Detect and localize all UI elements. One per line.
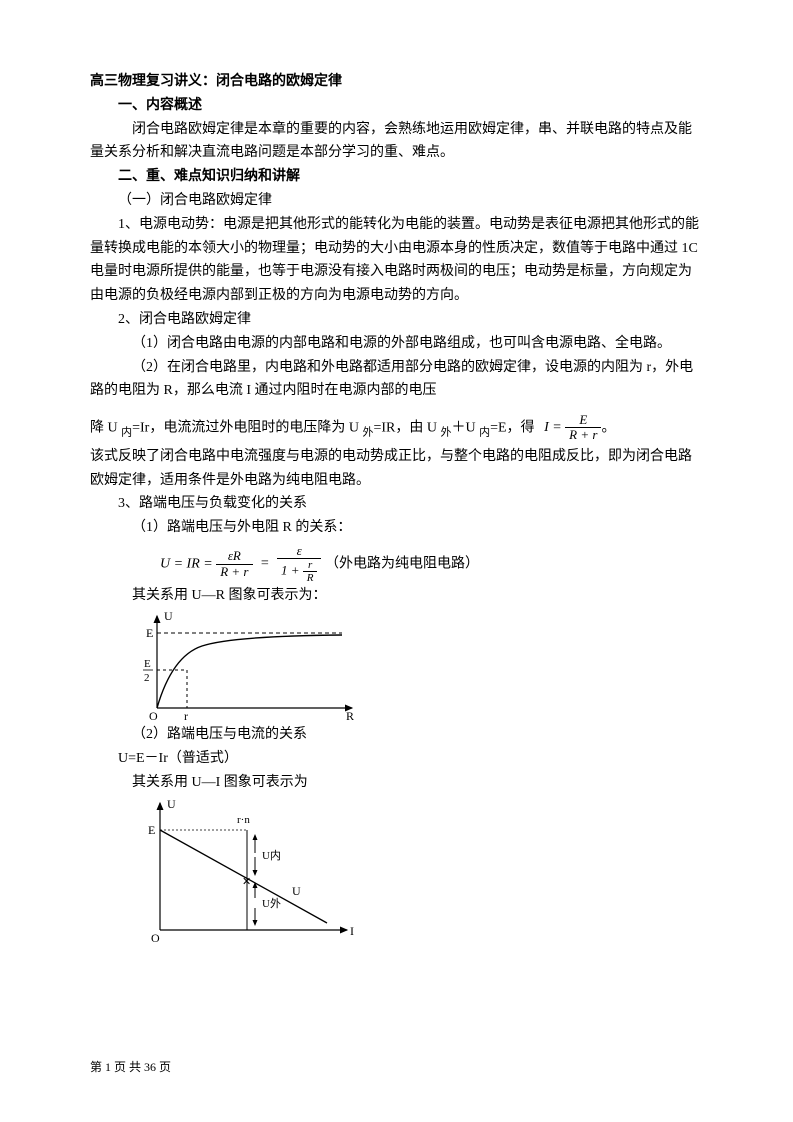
paragraph-law-2b: 降 U 内=Ir，电流流过外电阻时的电压降为 U 外=IR，由 U 外＋U 内=… <box>90 413 703 445</box>
formula-u-row: U = IR = εR R + r = ε 1 + r R （外电路为纯电阻电路… <box>160 544 703 584</box>
mark-x: ✕ <box>242 876 251 888</box>
origin-2: O <box>151 931 160 945</box>
formula-u-lhs: U = IR = <box>160 556 213 571</box>
tick-e2-bot: 2 <box>144 672 150 684</box>
text-seg-b: =Ir，电流流过外电阻时的电压降为 U <box>132 421 362 436</box>
label-rn: r·n <box>237 814 250 826</box>
paragraph-relation-title: 3、路端电压与负载变化的关系 <box>90 492 703 516</box>
footer-e: 页 <box>156 1060 171 1074</box>
paragraph-relation-2: （2）路端电压与电流的关系 <box>90 723 703 747</box>
tick-e: E <box>146 626 153 640</box>
sub-wai-2: 外 <box>440 427 451 439</box>
tick-e-2: E <box>148 823 155 837</box>
text-seg-e: =E，得 <box>490 421 538 436</box>
formula-num: E <box>565 413 601 428</box>
footer-c: 页 共 <box>111 1060 144 1074</box>
formula-u-f2-den-bot: R <box>303 572 318 584</box>
paragraph-law-2: （2）在闭合电路里，内电路和外电路都适用部分电路的欧姆定律，设电源的内阻为 r，… <box>90 356 703 404</box>
x-axis-label-2: I <box>350 924 354 938</box>
paragraph-graph1-intro: 其关系用 U—R 图象可表示为： <box>90 584 703 608</box>
curve-u-r <box>157 635 342 708</box>
paragraph-law-title: 2、闭合电路欧姆定律 <box>90 308 703 332</box>
paragraph-emf: 1、电源电动势：电源是把其他形式的能转化为电能的装置。电动势是表征电源把其他形式… <box>90 213 703 308</box>
page-footer: 第 1 页 共 36 页 <box>90 1057 171 1077</box>
formula-u-f1-num: εR <box>216 549 252 564</box>
text-seg-f: 。 <box>601 421 615 436</box>
graph-u-i-svg: ✕ U I E O r·n U内 U外 U <box>132 795 362 945</box>
sub-nei-2: 内 <box>479 427 490 439</box>
formula-u-f2-num: ε <box>277 544 322 559</box>
paragraph-graph2-intro: 其关系用 U—I 图象可表示为 <box>90 771 703 795</box>
tick-r: r <box>184 709 188 723</box>
paragraph-overview: 闭合电路欧姆定律是本章的重要的内容，会熟练地运用欧姆定律，串、并联电路的特点及能… <box>90 118 703 166</box>
x-axis-label: R <box>346 709 354 723</box>
text-seg-c: =IR，由 U <box>373 421 440 436</box>
graph-u-r: U R E E 2 r O <box>132 608 703 723</box>
graph-u-r-svg: U R E E 2 r O <box>132 608 362 723</box>
formula-u-f1-den: R + r <box>216 565 252 579</box>
formula-u-f2-den-lead: 1 + <box>281 563 300 578</box>
tick-e2-top: E <box>144 658 151 670</box>
text-seg-d: ＋U <box>451 421 479 436</box>
formula-u-f2-den: 1 + r R <box>277 559 322 584</box>
paragraph-relation-1: （1）路端电压与外电阻 R 的关系： <box>90 516 703 540</box>
y-axis-label-2: U <box>167 797 176 811</box>
sub-wai-1: 外 <box>362 427 373 439</box>
origin-1: O <box>149 709 158 723</box>
formula-u-mid: = <box>260 556 269 571</box>
paragraph-law-1: （1）闭合电路由电源的内部电路和电源的外部电路组成，也可叫含电源电路、全电路。 <box>90 332 703 356</box>
paragraph-law-summary: 该式反映了闭合电路中电流强度与电源的电动势成正比，与整个电路的电阻成反比，即为闭… <box>90 445 703 493</box>
heading-1: 一、内容概述 <box>90 94 703 118</box>
formula-current: I = E R + r <box>544 413 601 444</box>
page-title: 高三物理复习讲义：闭合电路的欧姆定律 <box>90 70 703 94</box>
label-u: U <box>292 884 301 898</box>
footer-a: 第 <box>90 1060 105 1074</box>
footer-total: 36 <box>144 1060 156 1074</box>
label-uwai: U外 <box>262 897 281 910</box>
y-axis-label: U <box>164 609 173 623</box>
formula-u: U = IR = εR R + r = ε 1 + r R <box>160 544 321 584</box>
formula-u-f2-den-top: r <box>303 559 318 572</box>
formula-u-note: （外电路为纯电阻电路） <box>325 556 479 571</box>
heading-2: 二、重、难点知识归纳和讲解 <box>90 165 703 189</box>
formula-den: R + r <box>565 428 601 442</box>
formula-lhs: I = <box>544 420 562 435</box>
graph-u-i: ✕ U I E O r·n U内 U外 U <box>132 795 703 945</box>
label-unei: U内 <box>262 848 281 862</box>
sub-nei-1: 内 <box>121 427 132 439</box>
formula-u-e-ir: U=E－Ir（普适式） <box>90 747 703 771</box>
text-seg-a: 降 U <box>90 421 121 436</box>
subheading-1: （一）闭合电路欧姆定律 <box>90 189 703 213</box>
